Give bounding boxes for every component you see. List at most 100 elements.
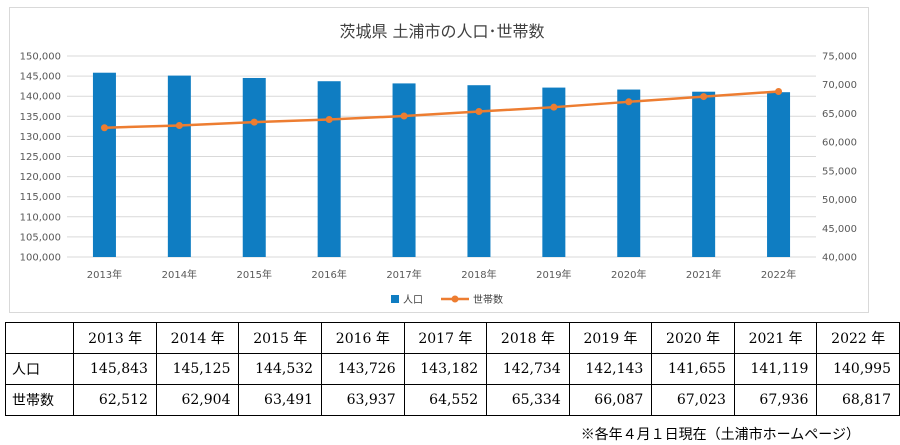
y-right-tick-label: 55,000 xyxy=(822,166,857,177)
data-table: 2013 年 2014 年 2015 年 2016 年 2017 年 2018 … xyxy=(4,322,900,416)
line-point xyxy=(100,124,108,132)
table-header-cell: 2019 年 xyxy=(568,322,653,354)
table-cell: 67,023 xyxy=(651,384,735,416)
table-cell: 143,182 xyxy=(403,353,488,385)
x-tick-label: 2014年 xyxy=(162,268,197,281)
gridlines xyxy=(67,55,816,258)
bar xyxy=(617,89,641,257)
table-cell: 140,995 xyxy=(816,353,900,385)
y-left-tick-label: 105,000 xyxy=(20,232,61,243)
table-cell: 63,491 xyxy=(238,384,323,416)
legend-line-marker xyxy=(451,295,459,303)
y-right-tick-label: 65,000 xyxy=(822,109,857,120)
bar xyxy=(767,92,791,257)
table-cell: 141,655 xyxy=(651,353,735,385)
table-cell: 65,334 xyxy=(486,384,570,416)
table-cell: 68,817 xyxy=(816,384,900,416)
table-row-population: 人口 145,843 145,125 144,532 143,726 143,1… xyxy=(4,353,900,385)
line-point xyxy=(625,98,633,106)
y-left-tick-label: 100,000 xyxy=(20,253,61,264)
bar-series xyxy=(92,72,791,258)
bar xyxy=(242,77,266,258)
line-point xyxy=(400,112,408,120)
y-left-tick-label: 120,000 xyxy=(20,172,61,183)
table-header-cell: 2021 年 xyxy=(733,322,818,354)
table-row-label: 世帯数 xyxy=(4,384,75,416)
y-left-tick-label: 115,000 xyxy=(20,192,61,203)
x-tick-label: 2019年 xyxy=(536,268,571,281)
y-left-tick-label: 125,000 xyxy=(20,152,61,163)
legend: 人口 世帯数 xyxy=(391,293,503,306)
chart: 茨城県 土浦市の人口･世帯数 100,000 105,000 110,000 115,… xyxy=(20,22,857,306)
table-cell: 63,937 xyxy=(321,384,405,416)
table-cell: 144,532 xyxy=(238,353,323,385)
bar xyxy=(167,75,191,257)
legend-bar-swatch xyxy=(391,295,399,303)
table-header-cell: 2017 年 xyxy=(403,322,488,354)
table-row-households: 世帯数 62,512 62,904 63,491 63,937 64,552 6… xyxy=(4,384,900,416)
table-header-cell: 2016 年 xyxy=(321,322,405,354)
line-point xyxy=(700,93,708,101)
table-header-cell: 2020 年 xyxy=(651,322,735,354)
table-header-cell: 2018 年 xyxy=(486,322,570,354)
y-right-tick-label: 40,000 xyxy=(822,253,857,264)
y-left-tick-label: 150,000 xyxy=(20,52,61,63)
y-right-tick-label: 60,000 xyxy=(822,138,857,149)
x-tick-label: 2017年 xyxy=(386,268,421,281)
line-point xyxy=(250,118,258,126)
x-tick-label: 2015年 xyxy=(237,268,272,281)
line-point xyxy=(175,121,183,129)
bar xyxy=(317,81,341,257)
table-cell: 142,734 xyxy=(486,353,570,385)
y-left-tick-label: 135,000 xyxy=(20,112,61,123)
bar xyxy=(92,72,116,257)
x-tick-label: 2022年 xyxy=(761,268,796,281)
y-right-tick-label: 45,000 xyxy=(822,224,857,235)
table-header-cell: 2013 年 xyxy=(73,322,157,354)
y-left-tick-label: 140,000 xyxy=(20,92,61,103)
table-cell: 64,552 xyxy=(403,384,488,416)
x-tick-label: 2018年 xyxy=(461,268,496,281)
table-header-cell: 2015 年 xyxy=(238,322,323,354)
table-header-cell: 2022 年 xyxy=(816,322,900,354)
bar xyxy=(392,83,416,258)
line-series xyxy=(100,88,783,132)
table-cell: 145,843 xyxy=(73,353,157,385)
table-cell: 142,143 xyxy=(568,353,653,385)
y-right-tick-label: 70,000 xyxy=(822,80,857,91)
line-point xyxy=(325,116,333,124)
table-cell: 67,936 xyxy=(733,384,818,416)
line-point xyxy=(475,108,483,116)
bar xyxy=(542,87,566,257)
legend-line-label: 世帯数 xyxy=(473,293,503,306)
table-header-cell: 2014 年 xyxy=(155,322,240,354)
legend-bar-label: 人口 xyxy=(403,294,423,306)
y-left-tick-label: 110,000 xyxy=(20,212,61,223)
table-cell: 62,904 xyxy=(155,384,240,416)
axis-labels: 100,000 105,000 110,000 115,000 120,000 125,0… xyxy=(20,52,857,282)
line-point xyxy=(775,88,783,96)
table-cell: 145,125 xyxy=(155,353,240,385)
table-cell: 143,726 xyxy=(321,353,405,385)
chart-title: 茨城県 土浦市の人口･世帯数 xyxy=(339,22,544,41)
table-corner-cell xyxy=(4,322,75,354)
y-left-tick-label: 145,000 xyxy=(20,72,61,83)
y-right-tick-label: 75,000 xyxy=(822,52,857,63)
x-tick-label: 2016年 xyxy=(311,268,346,281)
table-row-label: 人口 xyxy=(4,353,75,385)
bar xyxy=(467,85,491,257)
x-tick-label: 2013年 xyxy=(87,268,122,281)
bar xyxy=(692,91,716,257)
x-tick-label: 2021年 xyxy=(686,268,721,281)
y-left-tick-label: 130,000 xyxy=(20,132,61,143)
line-point xyxy=(550,103,558,111)
table-cell: 141,119 xyxy=(733,353,818,385)
x-tick-label: 2020年 xyxy=(611,268,646,281)
source-note: ※各年４月１日現在（土浦市ホームページ） xyxy=(580,427,860,443)
table-header-row: 2013 年 2014 年 2015 年 2016 年 2017 年 2018 … xyxy=(4,322,900,354)
chart-frame: 茨城県 土浦市の人口･世帯数 100,000 105,000 110,000 115,… xyxy=(9,7,869,313)
line-path xyxy=(104,90,779,129)
table-cell: 62,512 xyxy=(73,384,157,416)
y-right-tick-label: 50,000 xyxy=(822,195,857,206)
table-cell: 66,087 xyxy=(568,384,653,416)
